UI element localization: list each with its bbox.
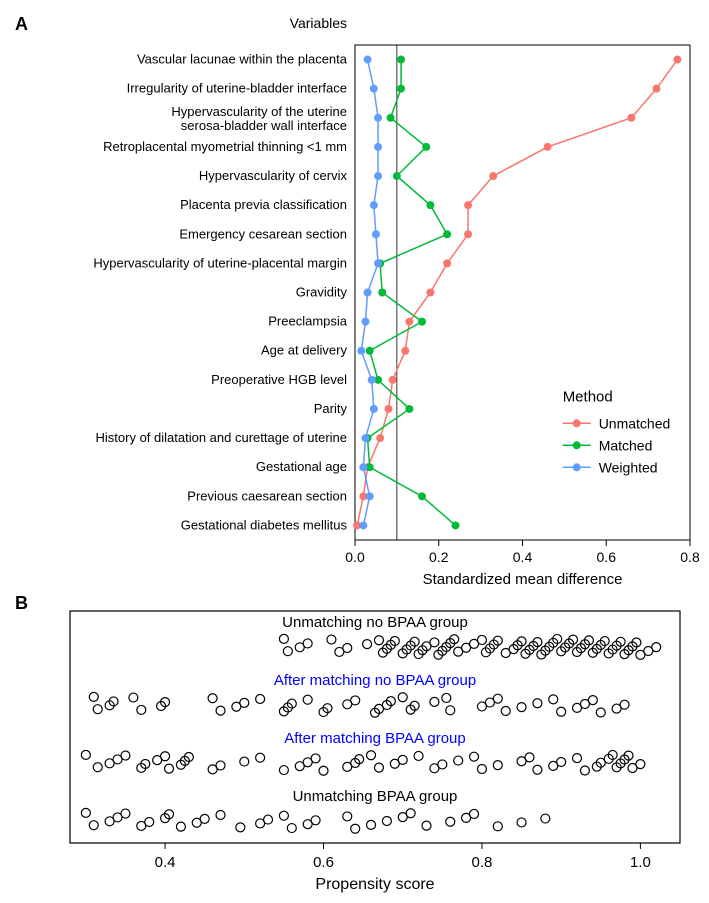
variable-label: Hypervascularity of the uterine [171, 104, 347, 119]
series-point-unmatched [627, 114, 635, 122]
series-point-unmatched [401, 347, 409, 355]
variable-label: Gravidity [296, 285, 348, 300]
variable-label: Hypervascularity of uterine-placental ma… [93, 255, 347, 270]
legend-item-label: Weighted [599, 459, 658, 475]
series-point-matched [418, 318, 426, 326]
xtick-label: 0.8 [472, 854, 493, 871]
group-label: Unmatching no BPAA group [282, 614, 468, 631]
series-point-weighted [357, 347, 365, 355]
series-point-matched [426, 201, 434, 209]
variable-label: Vascular lacunae within the placenta [137, 52, 348, 67]
series-point-unmatched [405, 318, 413, 326]
group-label: After matching no BPAA group [274, 672, 476, 689]
xtick-label: 0.6 [597, 549, 617, 565]
series-point-weighted [361, 434, 369, 442]
series-point-weighted [368, 376, 376, 384]
variables-header: Variables [290, 15, 347, 31]
xtick-label: 0.0 [345, 549, 365, 565]
series-point-unmatched [464, 230, 472, 238]
series-point-unmatched [443, 259, 451, 267]
panel-b-label: B [15, 593, 28, 613]
legend-marker [573, 463, 581, 471]
variable-label: serosa-bladder wall interface [181, 118, 347, 133]
group-label: After matching BPAA group [284, 730, 466, 747]
series-point-weighted [374, 143, 382, 151]
xtick-label: 0.8 [680, 549, 699, 565]
series-point-unmatched [464, 201, 472, 209]
legend-marker [573, 419, 581, 427]
legend-item-label: Unmatched [599, 415, 671, 431]
variable-label: History of dilatation and curettage of u… [96, 430, 347, 445]
series-point-unmatched [489, 172, 497, 180]
series-point-weighted [374, 172, 382, 180]
series-point-weighted [370, 85, 378, 93]
variable-label: Gestational diabetes mellitus [181, 517, 348, 532]
variable-label: Hypervascularity of cervix [199, 168, 348, 183]
series-point-weighted [359, 521, 367, 529]
series-point-matched [393, 172, 401, 180]
xtick-label: 1.0 [630, 854, 651, 871]
variable-label: Irregularity of uterine-bladder interfac… [127, 81, 347, 96]
series-point-matched [405, 405, 413, 413]
group-label: Unmatching BPAA group [293, 788, 458, 805]
variable-label: Previous caesarean section [187, 488, 347, 503]
series-point-matched [452, 521, 460, 529]
xtick-label: 0.4 [513, 549, 533, 565]
legend-title: Method [563, 388, 613, 405]
panel-a-svg: A Variables Vascular lacunae within the pl… [10, 10, 699, 585]
series-point-weighted [364, 56, 372, 64]
series-point-matched [443, 230, 451, 238]
series-point-unmatched [673, 56, 681, 64]
series-point-weighted [361, 318, 369, 326]
variable-label: Placenta previa classification [180, 197, 347, 212]
series-point-unmatched [376, 434, 384, 442]
legend-item-label: Matched [599, 437, 653, 453]
series-point-matched [378, 289, 386, 297]
xtick-label: 0.4 [155, 854, 176, 871]
series-point-matched [422, 143, 430, 151]
x-axis-label: Standardized mean difference [423, 571, 623, 585]
series-point-unmatched [544, 143, 552, 151]
x-axis-label: Propensity score [315, 876, 434, 893]
series-point-unmatched [426, 289, 434, 297]
series-point-weighted [370, 201, 378, 209]
panel-b-frame [70, 611, 680, 843]
panel-b-svg: B Unmatching no BPAA group After matching … [10, 593, 699, 893]
series-point-weighted [364, 289, 372, 297]
variable-label: Preoperative HGB level [211, 372, 347, 387]
xtick-label: 0.2 [429, 549, 449, 565]
series-point-matched [366, 347, 374, 355]
series-point-weighted [374, 259, 382, 267]
series-point-matched [387, 114, 395, 122]
series-point-matched [397, 56, 405, 64]
variable-label: Emergency cesarean section [179, 226, 347, 241]
series-point-matched [397, 85, 405, 93]
series-point-unmatched [653, 85, 661, 93]
panel-b-container: B Unmatching no BPAA group After matching … [10, 593, 699, 893]
variable-label: Gestational age [256, 459, 347, 474]
panel-a-container: A Variables Vascular lacunae within the pl… [10, 10, 699, 585]
variable-label: Age at delivery [261, 343, 347, 358]
series-point-weighted [372, 230, 380, 238]
xtick-label: 0.6 [313, 854, 334, 871]
series-point-unmatched [385, 405, 393, 413]
variable-label: Retroplacental myometrial thinning <1 mm [103, 139, 347, 154]
panel-a-label: A [15, 14, 28, 34]
series-point-weighted [366, 492, 374, 500]
variable-label: Parity [314, 401, 348, 416]
series-point-weighted [359, 463, 367, 471]
series-point-weighted [374, 114, 382, 122]
variable-label: Preeclampsia [268, 314, 348, 329]
legend-marker [573, 441, 581, 449]
series-point-weighted [370, 405, 378, 413]
series-point-unmatched [389, 376, 397, 384]
series-point-matched [418, 492, 426, 500]
